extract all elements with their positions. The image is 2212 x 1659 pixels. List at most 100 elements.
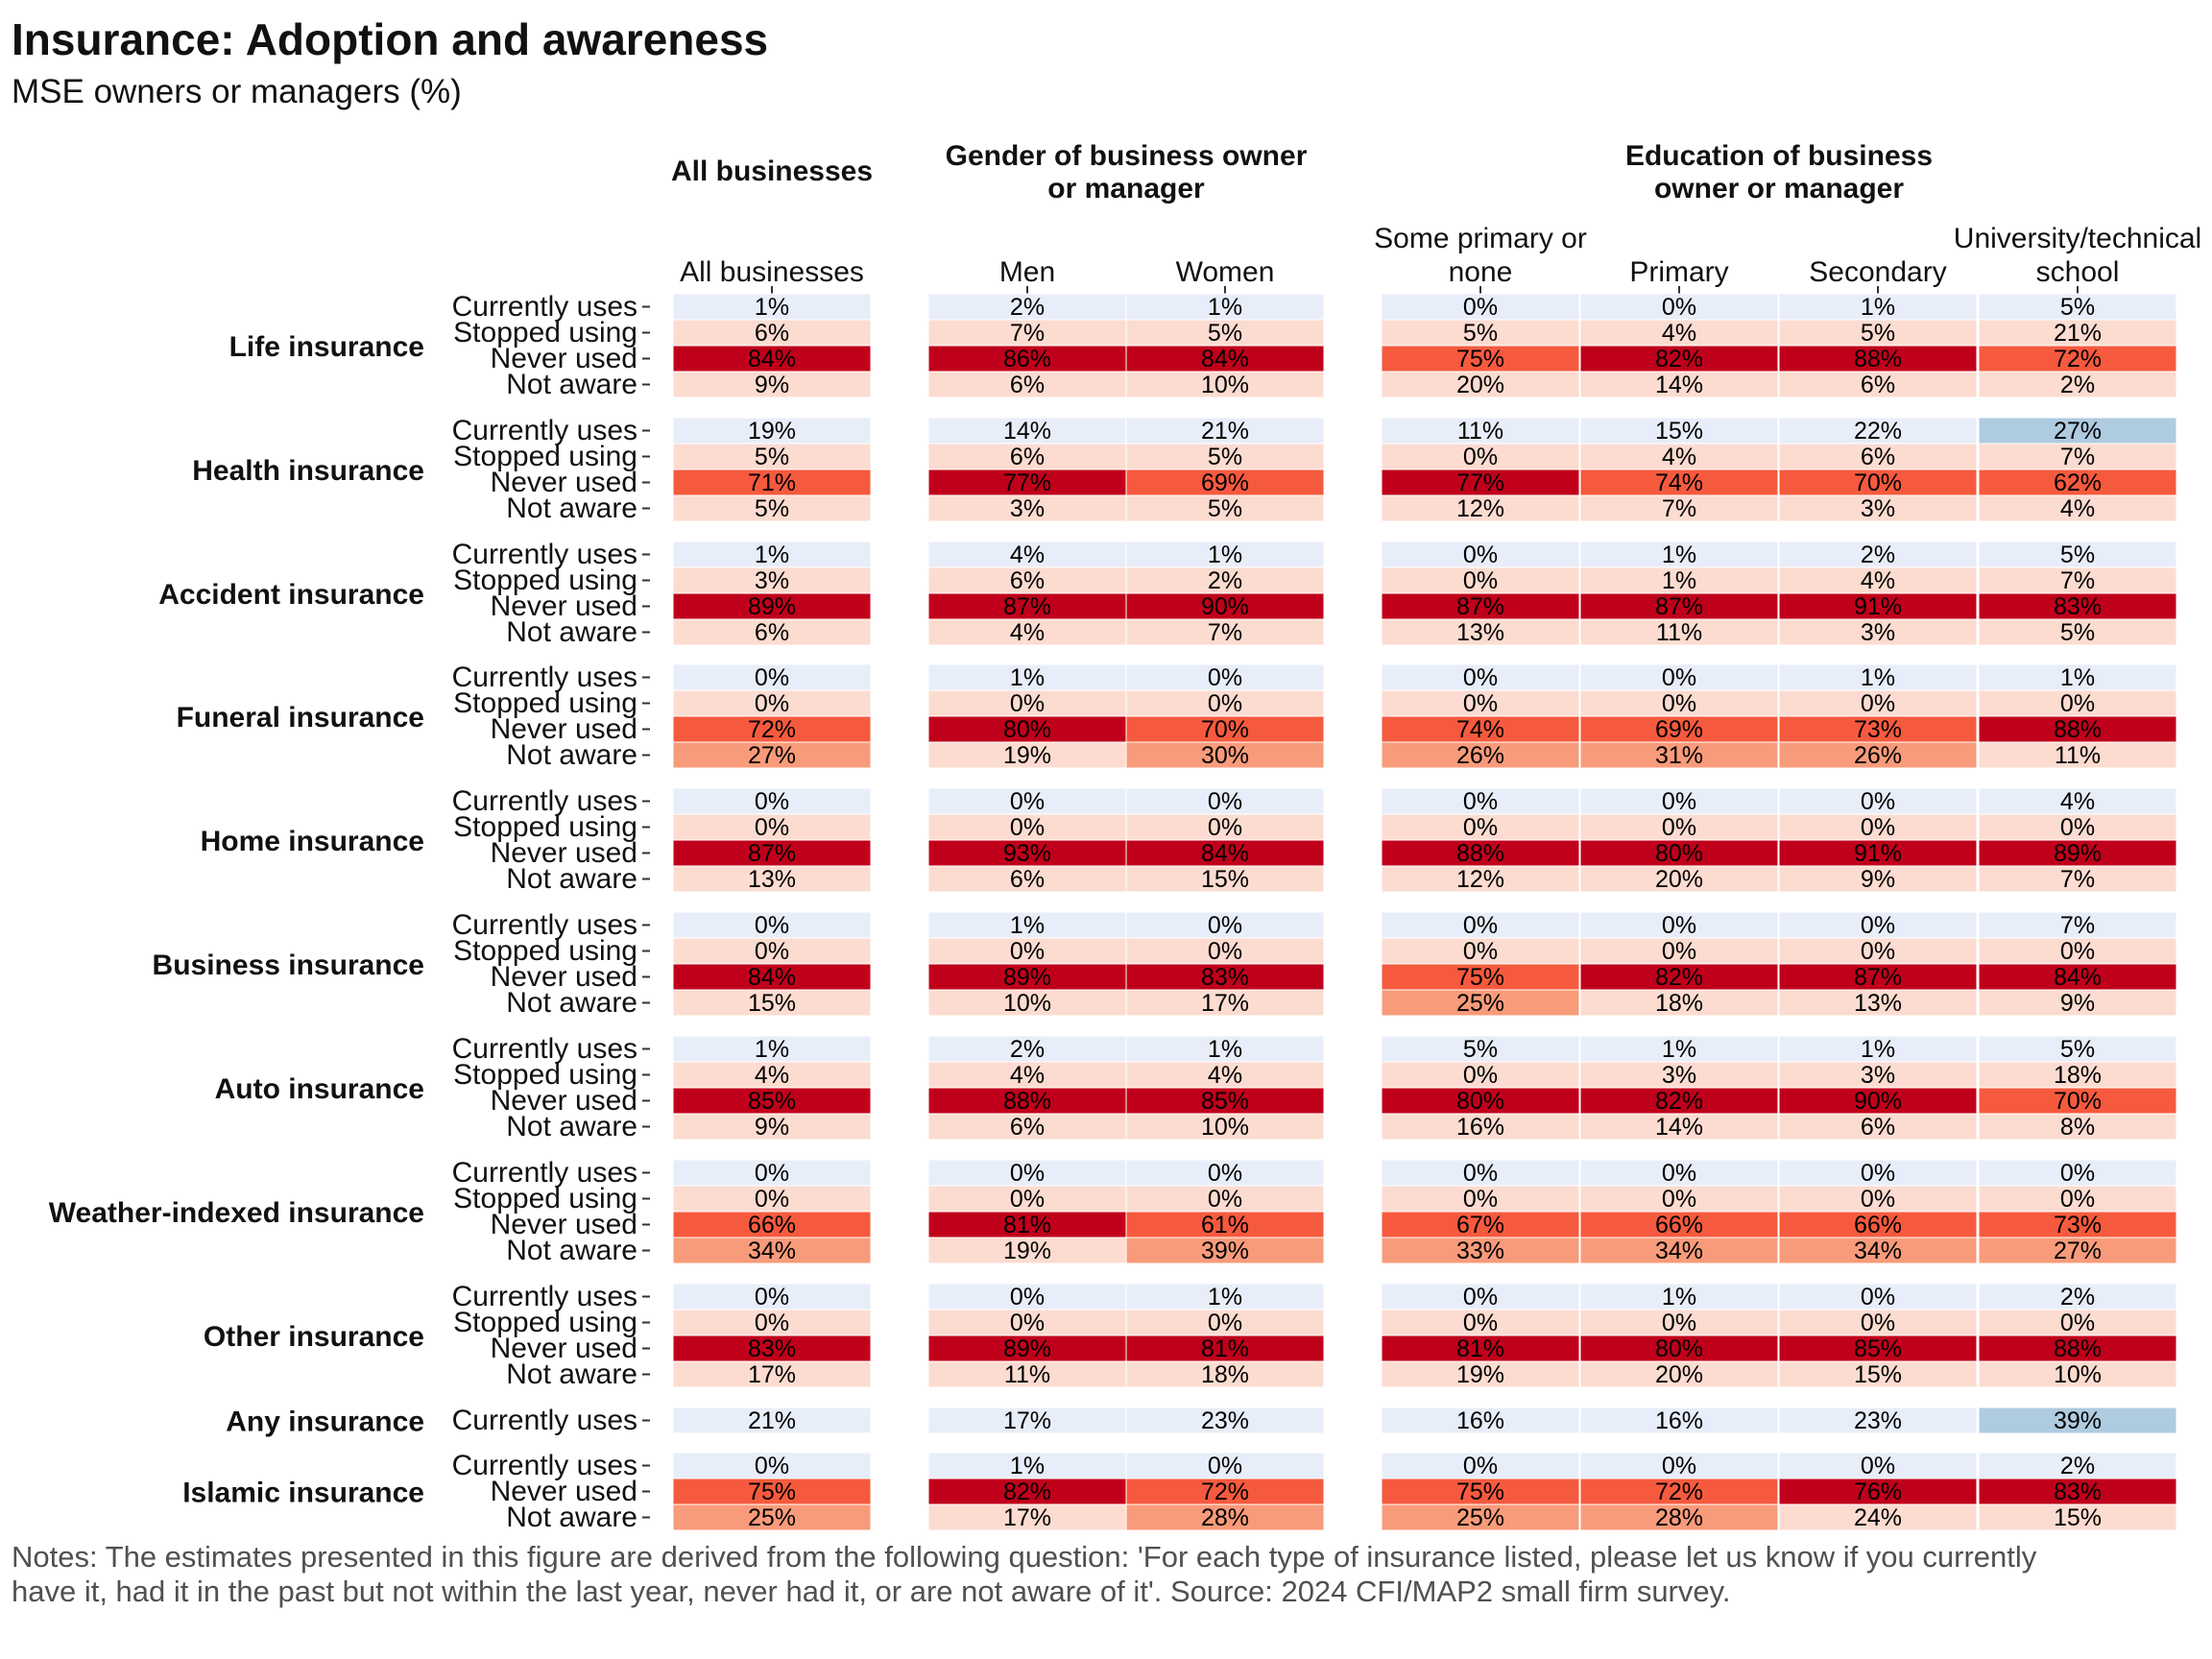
heatmap-cell xyxy=(1579,371,1779,398)
cell-value-label: 81% xyxy=(1003,1212,1051,1238)
heatmap-cell xyxy=(1778,345,1978,373)
status-label: Never used xyxy=(491,1085,637,1117)
cell-value-label: 23% xyxy=(1201,1407,1249,1434)
heatmap-cell xyxy=(672,937,872,965)
heatmap-cell xyxy=(672,345,872,373)
heatmap-cell xyxy=(1778,989,1978,1017)
heatmap-cell xyxy=(1125,1360,1325,1388)
cell-value-label: 0% xyxy=(1463,938,1498,965)
cell-value-label: 0% xyxy=(1010,938,1045,965)
cell-value-label: 4% xyxy=(1662,444,1696,470)
cell-value-label: 12% xyxy=(1456,495,1504,522)
cell-value-label: 0% xyxy=(1662,1160,1696,1187)
group-header-1: or manager xyxy=(1047,173,1205,204)
cell-value-label: 0% xyxy=(755,664,789,691)
cell-value-label: 0% xyxy=(1463,1062,1498,1089)
cell-value-label: 72% xyxy=(2054,346,2102,373)
heatmap-cell xyxy=(1125,1185,1325,1213)
heatmap-cell xyxy=(1778,1360,1978,1388)
heatmap-cell xyxy=(672,1185,872,1213)
cell-value-label: 66% xyxy=(1854,1212,1902,1238)
cell-value-label: 25% xyxy=(1456,990,1504,1017)
cell-value-label: 0% xyxy=(1662,1453,1696,1479)
heatmap-cell xyxy=(1125,443,1325,470)
heatmap-cell xyxy=(1579,963,1779,991)
cell-value-label: 2% xyxy=(2060,1453,2095,1479)
cell-value-label: 0% xyxy=(1208,1186,1242,1213)
cell-value-label: 89% xyxy=(1003,1335,1051,1362)
heatmap-cell xyxy=(1778,839,1978,867)
heatmap-cell xyxy=(1778,963,1978,991)
heatmap-cell xyxy=(1978,1334,2177,1362)
heatmap-cell xyxy=(927,566,1127,594)
cell-value-label: 0% xyxy=(1463,788,1498,815)
heatmap-cell xyxy=(927,865,1127,893)
cell-value-label: 0% xyxy=(1463,1186,1498,1213)
heatmap-cell xyxy=(1978,1211,2177,1238)
heatmap-cell xyxy=(1381,592,1580,620)
status-label: Currently uses xyxy=(452,539,637,570)
cell-value-label: 1% xyxy=(1662,1036,1696,1063)
cell-value-label: 66% xyxy=(748,1212,796,1238)
heatmap-cell xyxy=(1579,1407,1779,1434)
heatmap-cell xyxy=(1381,663,1580,691)
heatmap-cell xyxy=(1381,1113,1580,1141)
cell-value-label: 4% xyxy=(1010,619,1045,646)
heatmap-cell xyxy=(672,963,872,991)
insurance-type-label: Islamic insurance xyxy=(182,1478,424,1509)
status-label: Currently uses xyxy=(452,1281,637,1312)
heatmap-cell xyxy=(1778,1283,1978,1310)
heatmap-cell xyxy=(672,618,872,646)
status-label: Currently uses xyxy=(452,661,637,693)
cell-value-label: 0% xyxy=(1662,912,1696,939)
heatmap-cell xyxy=(1125,345,1325,373)
heatmap-cell xyxy=(672,566,872,594)
cell-value-label: 3% xyxy=(1861,1062,1895,1089)
heatmap-cell xyxy=(1381,1360,1580,1388)
cell-value-label: 0% xyxy=(1208,788,1242,815)
heatmap-cell xyxy=(1778,1087,1978,1115)
cell-value-label: 83% xyxy=(2054,1479,2102,1505)
heatmap-cell xyxy=(1978,1503,2177,1531)
cell-value-label: 28% xyxy=(1655,1504,1703,1531)
cell-value-label: 18% xyxy=(1655,990,1703,1017)
heatmap-cell xyxy=(1125,1407,1325,1434)
column-header-3: Some primary or xyxy=(1374,223,1587,254)
cell-value-label: 88% xyxy=(2054,1335,2102,1362)
cell-value-label: 90% xyxy=(1201,593,1249,620)
cell-value-label: 77% xyxy=(1003,469,1051,496)
heatmap-cell xyxy=(1579,937,1779,965)
cell-value-label: 15% xyxy=(1201,866,1249,893)
heatmap-cell xyxy=(1579,1087,1779,1115)
cell-value-label: 5% xyxy=(1208,320,1242,347)
status-label: Never used xyxy=(491,961,637,993)
cell-value-label: 87% xyxy=(748,840,796,867)
heatmap-cell xyxy=(1579,1113,1779,1141)
heatmap-cell xyxy=(1778,1185,1978,1213)
heatmap-cell xyxy=(1381,1334,1580,1362)
heatmap-cell xyxy=(1579,787,1779,815)
cell-value-label: 6% xyxy=(1861,1114,1895,1141)
heatmap-cell xyxy=(1381,618,1580,646)
cell-value-label: 0% xyxy=(1662,938,1696,965)
cell-value-label: 0% xyxy=(1463,1310,1498,1336)
cell-value-label: 1% xyxy=(1662,1284,1696,1310)
heatmap-cell xyxy=(1579,865,1779,893)
cell-value-label: 19% xyxy=(1003,1238,1051,1264)
heatmap-cell xyxy=(1579,741,1779,769)
cell-value-label: 22% xyxy=(1854,418,1902,445)
heatmap-cell xyxy=(1978,1237,2177,1264)
heatmap-cell xyxy=(1579,839,1779,867)
heatmap-cell xyxy=(1579,1334,1779,1362)
status-label: Stopped using xyxy=(453,1183,637,1214)
cell-value-label: 0% xyxy=(755,814,789,841)
heatmap-cell xyxy=(672,1360,872,1388)
cell-value-label: 88% xyxy=(1003,1088,1051,1115)
status-label: Stopped using xyxy=(453,317,637,349)
cell-value-label: 2% xyxy=(1861,541,1895,568)
cell-value-label: 0% xyxy=(1208,938,1242,965)
heatmap-cell xyxy=(1778,417,1978,445)
cell-value-label: 11% xyxy=(1457,418,1503,445)
cell-value-label: 83% xyxy=(2054,593,2102,620)
cell-value-label: 20% xyxy=(1655,1361,1703,1388)
